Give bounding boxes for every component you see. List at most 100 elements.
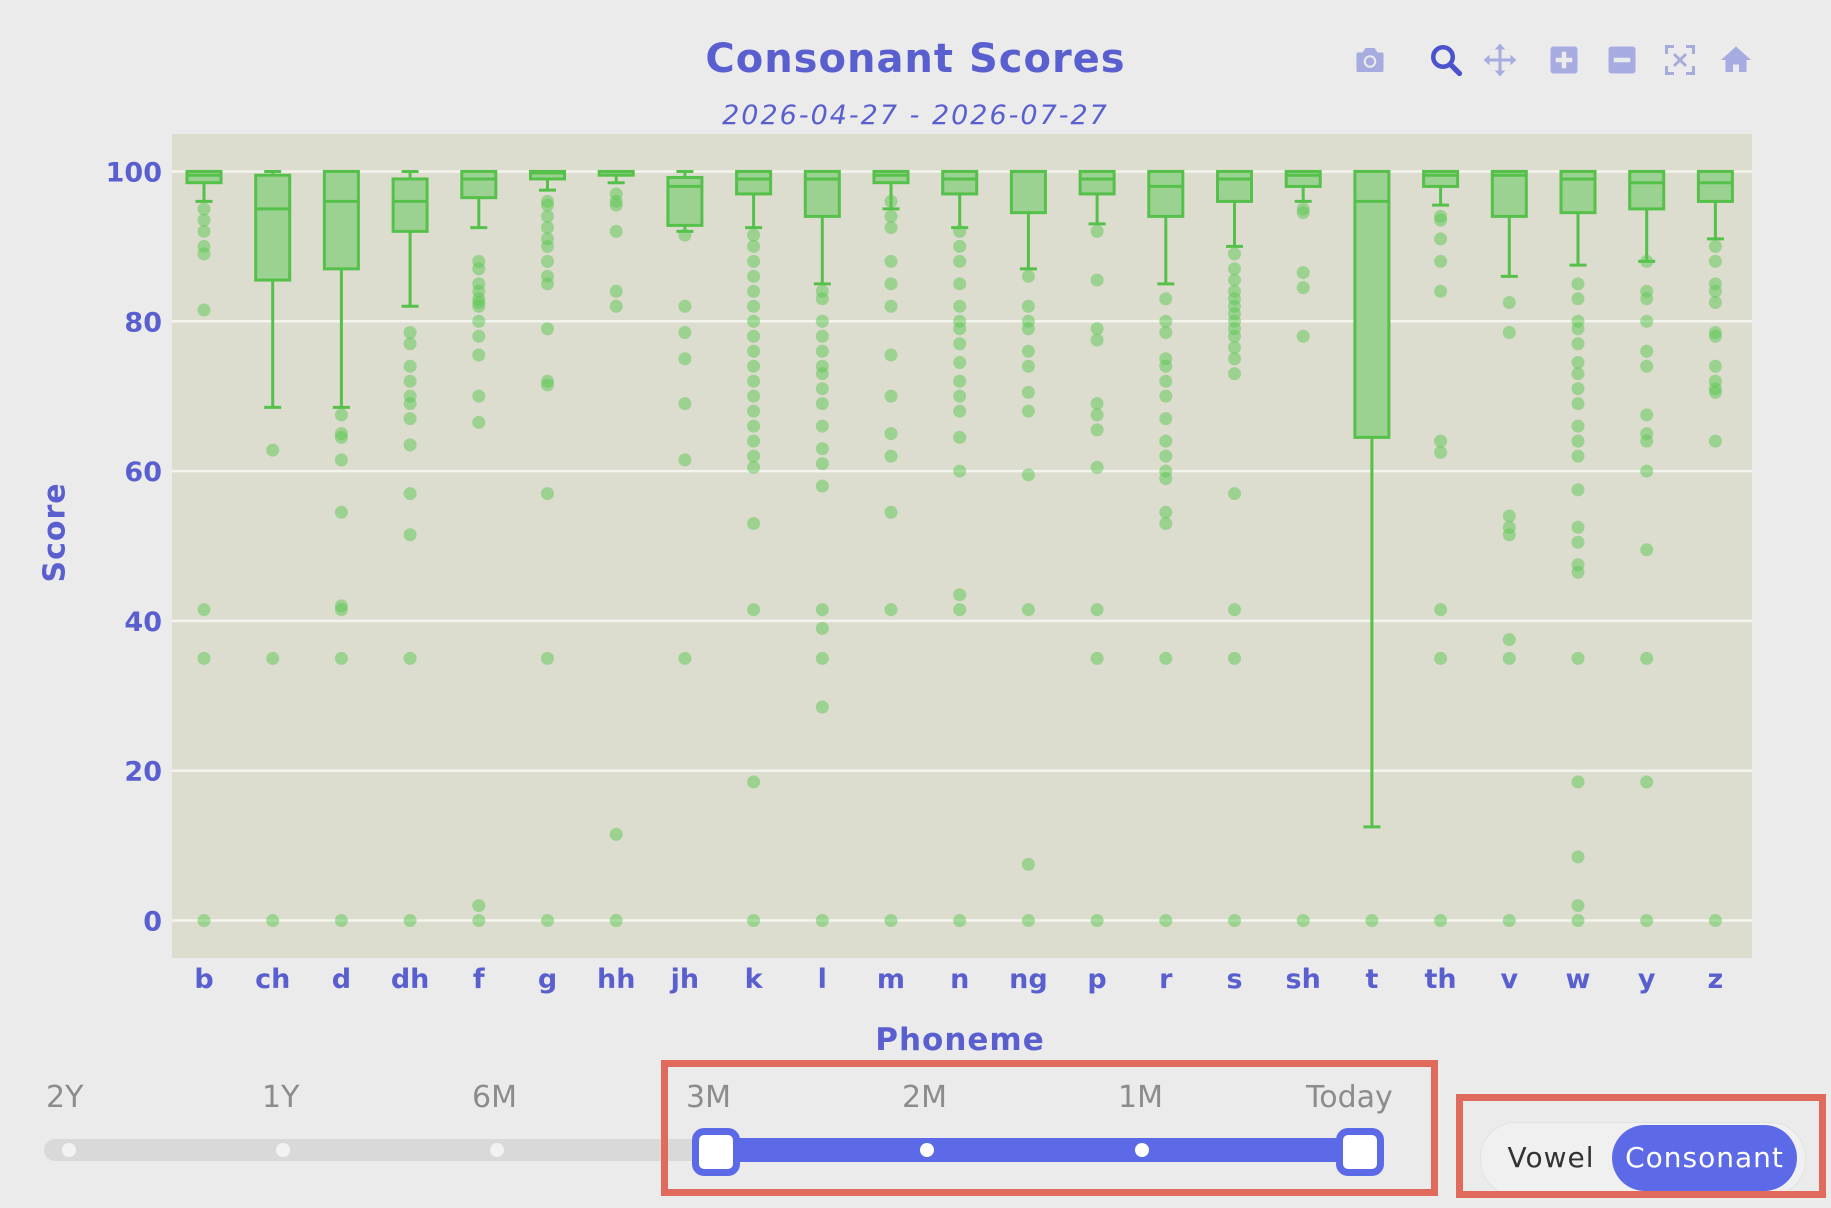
box-f bbox=[460, 169, 498, 230]
track-dot-2m[interactable] bbox=[920, 1143, 934, 1157]
outlier-point bbox=[747, 239, 761, 253]
box-iqr bbox=[254, 173, 292, 282]
outlier-point bbox=[472, 262, 486, 276]
x-tick-label: hh bbox=[597, 964, 635, 995]
outlier-point bbox=[1090, 651, 1104, 665]
x-tick-label: n bbox=[950, 964, 969, 995]
track-dot-1m[interactable] bbox=[1135, 1143, 1149, 1157]
outlier-point bbox=[747, 374, 761, 388]
box-iqr bbox=[460, 169, 498, 200]
outlier-point bbox=[541, 378, 554, 392]
box-iqr bbox=[666, 175, 704, 227]
camera-icon[interactable] bbox=[1350, 40, 1390, 80]
outlier-point bbox=[678, 453, 692, 467]
outlier-point bbox=[1571, 651, 1585, 665]
outlier-point bbox=[953, 355, 967, 369]
outlier-point bbox=[1640, 314, 1654, 328]
outlier-point bbox=[815, 292, 829, 306]
box-iqr bbox=[1696, 169, 1734, 203]
outlier-point bbox=[1571, 382, 1585, 396]
outlier-point bbox=[1159, 914, 1173, 928]
pan-icon[interactable] bbox=[1480, 40, 1520, 80]
range-label-1m[interactable]: 1M bbox=[1118, 1080, 1163, 1115]
outlier-point bbox=[1434, 434, 1448, 448]
outlier-point bbox=[1159, 472, 1173, 486]
x-tick-label: k bbox=[745, 964, 764, 995]
outlier-point bbox=[403, 374, 417, 388]
range-label-1y[interactable]: 1Y bbox=[262, 1080, 300, 1115]
outlier-point bbox=[1708, 434, 1722, 448]
y-tick-label: 80 bbox=[124, 307, 162, 338]
range-label-2m[interactable]: 2M bbox=[902, 1080, 947, 1115]
track-dot-1y[interactable] bbox=[276, 1143, 290, 1157]
outlier-point bbox=[1228, 352, 1241, 366]
box-y bbox=[1628, 169, 1666, 263]
box-dh bbox=[391, 169, 429, 308]
outlier-point bbox=[1159, 517, 1173, 531]
zoom-icon[interactable] bbox=[1426, 40, 1466, 80]
chart-title: Consonant Scores bbox=[705, 36, 1126, 82]
toggle-vowel[interactable]: Vowel bbox=[1507, 1141, 1595, 1174]
x-tick-label: z bbox=[1708, 964, 1724, 995]
outlier-point bbox=[541, 239, 554, 253]
toggle-consonant[interactable]: Consonant bbox=[1612, 1125, 1797, 1191]
outlier-point bbox=[953, 603, 967, 617]
outlier-point bbox=[1640, 434, 1654, 448]
outlier-point bbox=[1021, 299, 1035, 313]
outlier-point bbox=[1640, 254, 1654, 268]
box-ng bbox=[1009, 169, 1047, 271]
outlier-point bbox=[197, 213, 211, 227]
box-iqr bbox=[1147, 169, 1185, 218]
outlier-point bbox=[678, 326, 692, 340]
outlier-point bbox=[884, 427, 898, 441]
home-icon[interactable] bbox=[1716, 40, 1756, 80]
range-label-3m[interactable]: 3M bbox=[686, 1080, 731, 1115]
outlier-point bbox=[1571, 337, 1585, 351]
outlier-point bbox=[884, 389, 898, 403]
x-tick-label: t bbox=[1365, 964, 1378, 995]
outlier-point bbox=[678, 228, 692, 242]
track-dot-2y[interactable] bbox=[62, 1143, 76, 1157]
toggle-highlight-box bbox=[1456, 1094, 1826, 1198]
outlier-point bbox=[1365, 914, 1379, 928]
box-iqr bbox=[941, 169, 979, 196]
range-label-6m[interactable]: 6M bbox=[472, 1080, 517, 1115]
outlier-point bbox=[1159, 434, 1173, 448]
range-label-today[interactable]: Today bbox=[1306, 1080, 1393, 1115]
outlier-point bbox=[953, 389, 967, 403]
y-tick-label: 40 bbox=[124, 607, 162, 638]
zoom-out-icon[interactable] bbox=[1602, 40, 1642, 80]
outlier-point bbox=[884, 209, 898, 223]
outlier-point bbox=[884, 914, 898, 928]
outlier-point bbox=[334, 651, 348, 665]
range-handle-end[interactable] bbox=[1336, 1128, 1384, 1176]
outlier-point bbox=[1571, 449, 1585, 463]
range-selected-bar[interactable] bbox=[710, 1138, 1358, 1162]
outlier-point bbox=[747, 254, 761, 268]
outlier-point bbox=[1296, 266, 1310, 280]
box-r bbox=[1147, 169, 1185, 286]
outlier-point bbox=[1640, 914, 1654, 928]
outlier-point bbox=[197, 224, 211, 238]
outlier-point bbox=[1571, 775, 1585, 789]
outlier-point bbox=[884, 221, 898, 235]
outlier-point bbox=[953, 254, 967, 268]
outlier-point bbox=[1090, 397, 1104, 411]
outlier-point bbox=[541, 277, 554, 291]
outlier-point bbox=[609, 299, 623, 313]
outlier-point bbox=[678, 299, 692, 313]
y-axis-label: Score bbox=[37, 482, 73, 583]
outlier-point bbox=[815, 314, 829, 328]
zoom-in-icon[interactable] bbox=[1544, 40, 1584, 80]
range-handle-start[interactable] bbox=[692, 1128, 740, 1176]
outlier-point bbox=[1021, 359, 1035, 373]
autoscale-icon[interactable] bbox=[1660, 40, 1700, 80]
track-dot-6m[interactable] bbox=[490, 1143, 504, 1157]
box-w bbox=[1559, 169, 1597, 267]
outlier-point bbox=[1159, 651, 1173, 665]
box-d bbox=[322, 169, 360, 409]
outlier-point bbox=[1159, 389, 1173, 403]
outlier-point bbox=[266, 914, 280, 928]
range-label-2y[interactable]: 2Y bbox=[46, 1080, 84, 1115]
